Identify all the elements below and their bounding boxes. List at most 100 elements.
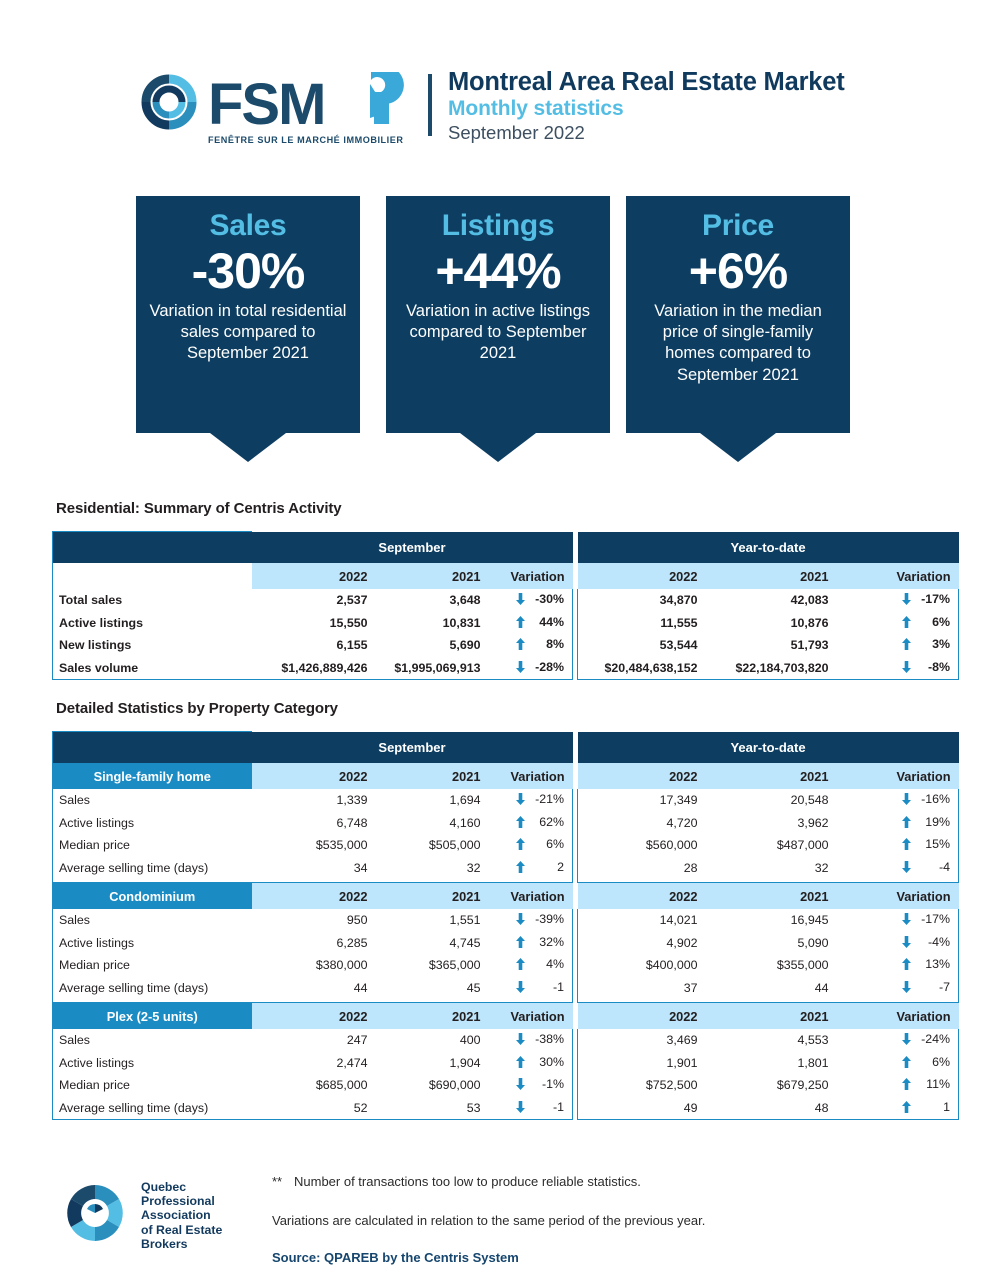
col-header-sep-2021: 2021 — [380, 763, 494, 789]
arrow-down-icon — [516, 980, 526, 993]
arrow-down-icon — [516, 660, 526, 673]
cell-ytd-variation: -7 — [841, 976, 960, 999]
svg-text:FSM: FSM — [208, 72, 324, 134]
table-gap — [572, 882, 578, 909]
col-header-sep-2022: 2022 — [251, 1002, 381, 1029]
cell-ytd-variation: -17% — [841, 909, 960, 932]
category-label-3: Plex (2-5 units) — [52, 1002, 252, 1029]
cell-ytd-2021: 1,801 — [710, 1051, 842, 1074]
detail-table: September Year-to-date Single-family home 2… — [52, 731, 960, 1120]
cell-sep-2021: 1,551 — [380, 909, 494, 932]
cell-sep-2021: 400 — [380, 1029, 494, 1052]
cell-ytd-2022: 1,901 — [577, 1051, 711, 1074]
cell-ytd-2022: $400,000 — [577, 954, 711, 977]
footnote-text: Number of transactions too low to produc… — [294, 1174, 641, 1189]
fsmi-tagline: FENÊTRE SUR LE MARCHÉ IMMOBILIER — [208, 134, 404, 145]
cell-sep-2022: 247 — [251, 1029, 381, 1052]
row-label: Average selling time (days) — [52, 856, 252, 879]
table-column-header-row: 2022 2021 Variation 2022 2021 Variation — [52, 563, 959, 589]
cell-sep-2022: 2,537 — [251, 589, 381, 612]
arrow-up-icon — [516, 860, 526, 873]
group-header-september: September — [251, 731, 573, 763]
arrow-down-icon — [516, 913, 526, 926]
table-column-header-row: Condominium 2022 2021 Variation 2022 2021 Vari… — [52, 882, 959, 909]
arrow-up-icon — [516, 1055, 526, 1068]
cell-sep-2021: $1,995,069,913 — [380, 656, 494, 680]
col-header-sep-2022: 2022 — [251, 882, 381, 909]
table-row: New listings 6,155 5,690 8% 53,544 51,793 3% — [52, 634, 960, 657]
cell-sep-variation: -30% — [493, 589, 574, 612]
row-label: Average selling time (days) — [52, 1096, 252, 1120]
kpi-card-price: Price +6% Variation in the median price … — [626, 196, 850, 462]
cell-ytd-variation: 3% — [841, 634, 960, 657]
arrow-up-icon — [902, 958, 912, 971]
cell-ytd-variation: -24% — [841, 1029, 960, 1052]
cell-ytd-2022: $560,000 — [577, 834, 711, 857]
cell-ytd-2021: 42,083 — [710, 589, 842, 612]
table-row: Sales 950 1,551 -39% 14,021 16,945 -17% — [52, 909, 960, 932]
row-label: Median price — [52, 954, 252, 977]
col-header-sep-variation: Variation — [493, 1002, 573, 1029]
cell-sep-variation: 30% — [493, 1051, 574, 1074]
cell-sep-2021: 45 — [380, 976, 494, 999]
table-row: Active listings 15,550 10,831 44% 11,555 10,8… — [52, 611, 960, 634]
footer-notes: ** Number of transactions too low to prod… — [272, 1174, 892, 1267]
section-spacer — [52, 999, 960, 1003]
cell-sep-2022: 52 — [251, 1096, 381, 1120]
table-gap — [572, 1074, 578, 1097]
col-header-sep-2021: 2021 — [380, 1002, 494, 1029]
table-gap — [572, 1096, 578, 1120]
group-header-blank — [52, 531, 252, 563]
table-gap — [572, 811, 578, 834]
cell-sep-2021: 1,694 — [380, 789, 494, 812]
category-label-2: Condominium — [52, 882, 252, 909]
cell-ytd-2021: 51,793 — [710, 634, 842, 657]
cell-ytd-2021: 10,876 — [710, 611, 842, 634]
table-gap — [572, 1002, 578, 1029]
cell-ytd-variation: -4 — [841, 856, 960, 879]
header-divider — [428, 74, 432, 136]
kpi-card-value: +6% — [688, 242, 788, 299]
summary-table: September Year-to-date 2022 2021 Variation 20… — [52, 531, 960, 680]
cell-sep-variation: -1 — [493, 1096, 574, 1120]
cell-sep-2022: 6,155 — [251, 634, 381, 657]
row-label: New listings — [52, 634, 252, 657]
cell-sep-2022: 44 — [251, 976, 381, 999]
table-row: Active listings 6,285 4,745 32% 4,902 5,090 -4… — [52, 931, 960, 954]
cell-ytd-2022: 49 — [577, 1096, 711, 1120]
row-label: Average selling time (days) — [52, 976, 252, 999]
kpi-card-description: Variation in total residential sales com… — [149, 301, 347, 363]
table-row: Total sales 2,537 3,648 -30% 34,870 42,083 -17… — [52, 589, 960, 612]
fsmi-wordmark: FSM FENÊTRE SUR LE MARCHÉ IMMOBILIER — [208, 65, 414, 145]
arrow-down-icon — [902, 593, 912, 606]
cell-ytd-variation: 6% — [841, 1051, 960, 1074]
table-row: Average selling time (days) 34 32 2 28 32 -4 — [52, 856, 960, 879]
arrow-down-icon — [902, 980, 912, 993]
cell-sep-variation: -1% — [493, 1074, 574, 1097]
table-gap — [572, 834, 578, 857]
cell-ytd-2022: 3,469 — [577, 1029, 711, 1052]
cell-sep-variation: 4% — [493, 954, 574, 977]
cell-sep-2021: 53 — [380, 1096, 494, 1120]
row-label: Median price — [52, 1074, 252, 1097]
cell-ytd-2021: 4,553 — [710, 1029, 842, 1052]
table-gap — [572, 931, 578, 954]
cell-ytd-2022: 14,021 — [577, 909, 711, 932]
cell-sep-2021: 3,648 — [380, 589, 494, 612]
col-header-ytd-2022: 2022 — [577, 763, 711, 789]
arrow-up-icon — [902, 838, 912, 851]
cell-ytd-2022: 17,349 — [577, 789, 711, 812]
cell-sep-2021: 4,160 — [380, 811, 494, 834]
row-label: Active listings — [52, 1051, 252, 1074]
page-subtitle: Monthly statistics — [448, 96, 624, 120]
cell-ytd-2022: 28 — [577, 856, 711, 879]
table-column-header-row: Plex (2-5 units) 2022 2021 Variation 2022 202… — [52, 1002, 959, 1029]
col-header-sep-variation: Variation — [493, 763, 573, 789]
row-label: Sales — [52, 909, 252, 932]
cell-sep-2021: $505,000 — [380, 834, 494, 857]
cell-sep-variation: -28% — [493, 656, 574, 680]
row-label: Active listings — [52, 611, 252, 634]
arrow-down-icon — [516, 593, 526, 606]
cell-sep-2022: 2,474 — [251, 1051, 381, 1074]
col-header-ytd-variation: Variation — [841, 882, 959, 909]
